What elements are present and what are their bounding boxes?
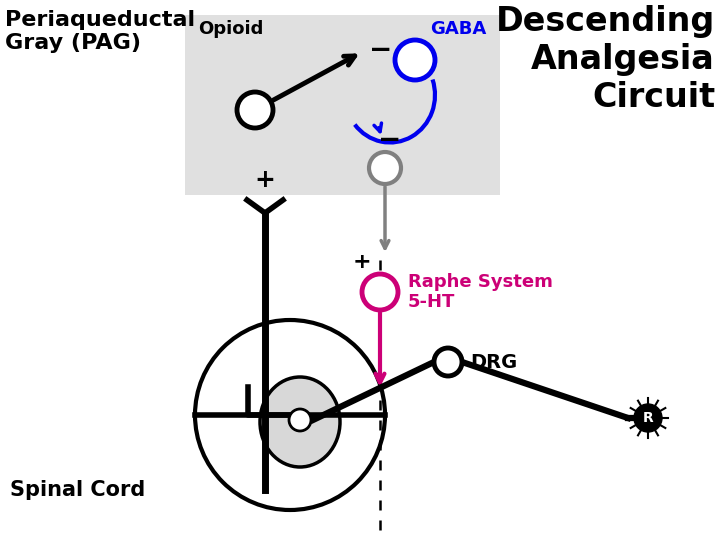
Circle shape (395, 40, 435, 80)
Text: DRG: DRG (470, 353, 517, 372)
Circle shape (195, 320, 385, 510)
Circle shape (289, 409, 311, 431)
Circle shape (369, 152, 401, 184)
Text: +: + (353, 252, 372, 272)
Circle shape (237, 92, 273, 128)
Circle shape (362, 274, 398, 310)
Text: GABA: GABA (430, 20, 486, 38)
Text: Periaqueductal
Gray (PAG): Periaqueductal Gray (PAG) (5, 10, 195, 53)
Text: +: + (255, 168, 276, 192)
Text: R: R (643, 411, 653, 425)
Text: Spinal Cord: Spinal Cord (10, 480, 145, 500)
Ellipse shape (260, 377, 340, 467)
Circle shape (434, 348, 462, 376)
Text: Opioid: Opioid (198, 20, 264, 38)
Circle shape (634, 404, 662, 432)
Text: Descending
Analgesia
Circuit: Descending Analgesia Circuit (496, 5, 715, 114)
Text: Raphe System
5-HT: Raphe System 5-HT (408, 273, 553, 312)
Text: −: − (379, 126, 402, 154)
FancyBboxPatch shape (185, 15, 500, 195)
Text: −: − (369, 36, 392, 64)
